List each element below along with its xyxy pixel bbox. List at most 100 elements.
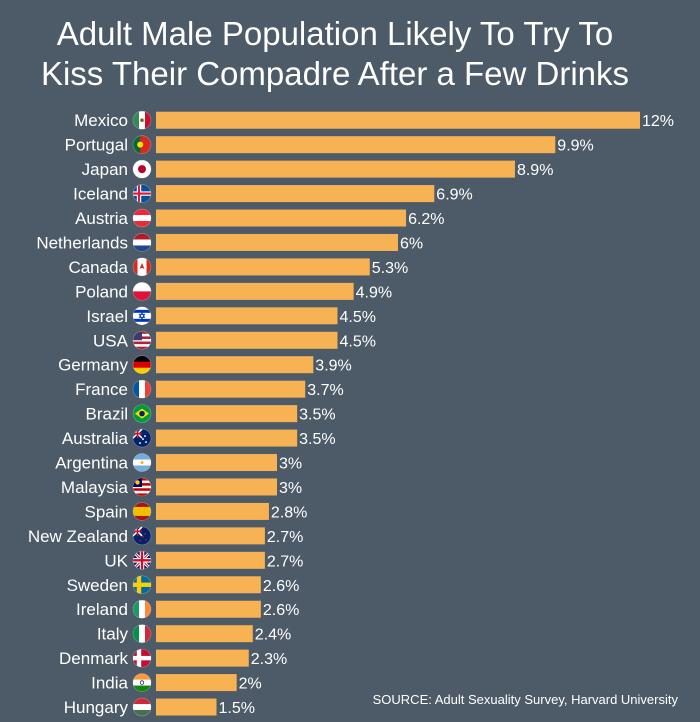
bar-mexico <box>156 111 640 129</box>
category-label-italy: Italy <box>97 625 129 644</box>
value-label-uk: 2.7% <box>267 553 303 570</box>
usa-flag-icon <box>133 331 151 350</box>
category-label-japan: Japan <box>82 160 128 179</box>
category-label-malaysia: Malaysia <box>61 478 129 497</box>
japan-flag-icon <box>133 160 151 179</box>
category-label-australia: Australia <box>62 429 129 448</box>
bar-uk <box>156 551 265 569</box>
value-label-usa: 4.5% <box>340 333 376 350</box>
spain-flag-icon <box>133 502 151 521</box>
austria-flag-icon <box>133 209 151 228</box>
bar-sweden <box>156 576 261 594</box>
portugal-flag-icon <box>133 135 151 154</box>
value-label-poland: 4.9% <box>356 284 392 301</box>
value-label-spain: 2.8% <box>271 504 307 521</box>
chart-title-line-2: Kiss Their Compadre After a Few Drinks <box>40 55 630 92</box>
bar-iceland <box>156 185 435 203</box>
bar-austria <box>156 209 407 227</box>
australia-flag-icon <box>133 429 151 448</box>
value-label-netherlands: 6% <box>400 235 423 252</box>
canada-flag-icon <box>133 257 151 276</box>
value-label-argentina: 3% <box>279 456 302 473</box>
value-label-sweden: 2.6% <box>263 578 299 595</box>
chart-title-line-1: Adult Male Population Likely To Try To <box>56 15 614 52</box>
category-label-india: India <box>91 674 128 693</box>
value-label-portugal: 9.9% <box>557 138 593 155</box>
category-label-denmark: Denmark <box>59 649 128 668</box>
category-label-uk: UK <box>104 551 128 570</box>
value-label-iceland: 6.9% <box>436 187 472 204</box>
italy-flag-icon <box>133 624 151 643</box>
bar-netherlands <box>156 233 398 251</box>
sweden-flag-icon <box>133 575 151 594</box>
bar-brazil <box>156 405 298 423</box>
category-label-france: France <box>75 380 128 399</box>
bar-hungary <box>156 698 217 716</box>
bar-australia <box>156 429 298 447</box>
source-note: SOURCE: Adult Sexuality Survey, Harvard … <box>372 692 678 707</box>
value-label-malaysia: 3% <box>279 480 302 497</box>
bar-usa <box>156 331 338 349</box>
category-label-brazil: Brazil <box>85 405 128 424</box>
bar-malaysia <box>156 478 277 496</box>
category-label-iceland: Iceland <box>73 185 128 204</box>
argentina-flag-icon <box>133 453 151 472</box>
france-flag-icon <box>133 380 151 399</box>
bar-israel <box>156 307 338 325</box>
value-label-france: 3.7% <box>307 382 343 399</box>
category-label-sweden: Sweden <box>67 576 128 595</box>
value-label-japan: 8.9% <box>517 162 553 179</box>
poland-flag-icon <box>133 282 151 301</box>
category-label-netherlands: Netherlands <box>36 233 128 252</box>
category-label-ireland: Ireland <box>76 600 128 619</box>
bar-india <box>156 674 237 692</box>
value-label-denmark: 2.3% <box>251 651 287 668</box>
value-label-ireland: 2.6% <box>263 602 299 619</box>
value-label-austria: 6.2% <box>408 211 444 228</box>
bar-portugal <box>156 136 556 154</box>
value-label-new-zealand: 2.7% <box>267 529 303 546</box>
bar-poland <box>156 282 354 300</box>
value-label-hungary: 1.5% <box>219 700 255 717</box>
value-label-india: 2% <box>239 676 262 693</box>
value-label-mexico: 12% <box>642 113 674 130</box>
value-label-brazil: 3.5% <box>299 407 335 424</box>
israel-flag-icon <box>133 306 151 325</box>
category-label-portugal: Portugal <box>65 136 128 155</box>
bar-germany <box>156 356 314 374</box>
value-label-germany: 3.9% <box>315 358 351 375</box>
bar-ireland <box>156 600 261 618</box>
category-label-usa: USA <box>93 331 129 350</box>
bar-canada <box>156 258 370 276</box>
uk-flag-icon <box>133 551 151 570</box>
bar-argentina <box>156 454 277 472</box>
category-label-hungary: Hungary <box>64 698 129 717</box>
category-label-austria: Austria <box>75 209 128 228</box>
malaysia-flag-icon <box>133 477 151 496</box>
ireland-flag-icon <box>133 600 151 619</box>
bar-new-zealand <box>156 527 265 545</box>
netherlands-flag-icon <box>133 233 151 252</box>
category-label-new-zealand: New Zealand <box>28 527 128 546</box>
new-zealand-flag-icon <box>133 526 151 545</box>
bar-spain <box>156 502 269 520</box>
value-label-canada: 5.3% <box>372 260 408 277</box>
category-label-canada: Canada <box>68 258 128 277</box>
value-label-israel: 4.5% <box>340 309 376 326</box>
category-label-mexico: Mexico <box>74 111 128 130</box>
india-flag-icon <box>133 673 151 692</box>
hungary-flag-icon <box>133 698 151 717</box>
category-label-poland: Poland <box>75 282 128 301</box>
chart-title: Adult Male Population Likely To Try To K… <box>0 14 670 94</box>
category-label-germany: Germany <box>58 356 128 375</box>
value-label-italy: 2.4% <box>255 627 291 644</box>
mexico-flag-icon <box>133 111 151 130</box>
bar-italy <box>156 625 253 643</box>
category-label-spain: Spain <box>85 502 128 521</box>
bar-france <box>156 380 306 398</box>
bar-japan <box>156 160 515 178</box>
bar-denmark <box>156 649 249 667</box>
category-label-argentina: Argentina <box>55 454 128 473</box>
value-label-australia: 3.5% <box>299 431 335 448</box>
